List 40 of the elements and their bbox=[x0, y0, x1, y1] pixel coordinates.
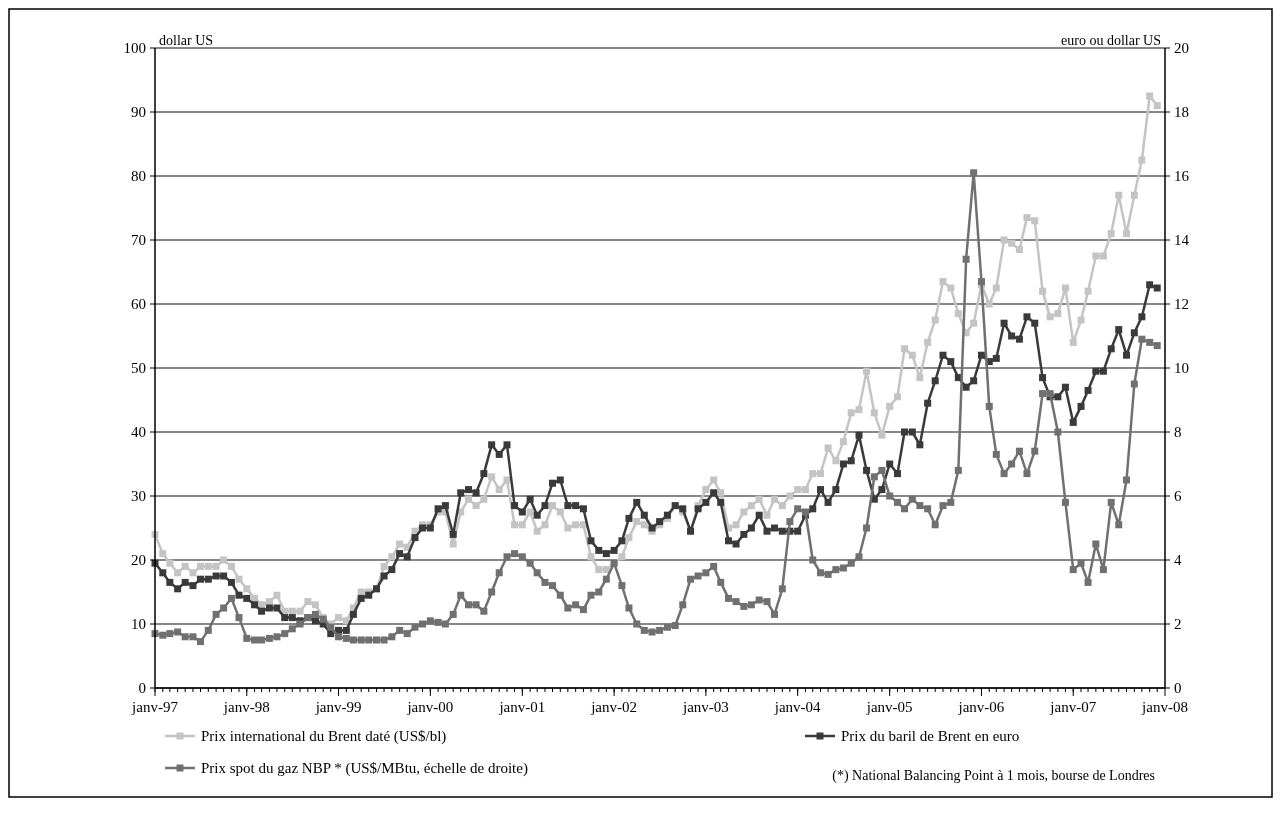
y-tick-label: 70 bbox=[131, 232, 146, 248]
y2-tick-label: 4 bbox=[1174, 552, 1182, 568]
y-axis-title: dollar US bbox=[159, 33, 214, 48]
y2-tick-label: 6 bbox=[1174, 488, 1182, 504]
x-tick-label: janv-97 bbox=[131, 699, 179, 715]
x-tick-label: janv-02 bbox=[590, 699, 638, 715]
y2-axis-title: euro ou dollar US bbox=[1061, 33, 1161, 48]
y2-tick-label: 16 bbox=[1174, 168, 1190, 184]
y-tick-label: 20 bbox=[131, 552, 146, 568]
y2-tick-label: 2 bbox=[1174, 616, 1182, 632]
x-tick-label: janv-04 bbox=[773, 699, 822, 715]
legend-label: Prix international du Brent daté (US$/bl) bbox=[201, 728, 447, 745]
x-tick-label: janv-01 bbox=[498, 699, 546, 715]
x-tick-label: janv-07 bbox=[1049, 699, 1097, 715]
x-tick-label: janv-06 bbox=[957, 699, 1005, 715]
y-tick-label: 80 bbox=[131, 168, 146, 184]
y-tick-label: 30 bbox=[131, 488, 146, 504]
y2-tick-label: 14 bbox=[1174, 232, 1190, 248]
x-tick-label: janv-00 bbox=[406, 699, 454, 715]
text: (*) National Balancing Point à 1 mois, bourse de Londres bbox=[832, 768, 1155, 784]
y-tick-label: 0 bbox=[138, 680, 146, 696]
y-tick-label: 50 bbox=[131, 360, 146, 376]
y2-tick-label: 0 bbox=[1174, 680, 1182, 696]
y-tick-label: 40 bbox=[131, 424, 146, 440]
y-tick-label: 100 bbox=[123, 40, 146, 56]
legend-label: Prix spot du gaz NBP * (US$/MBtu, échelle de droite) bbox=[201, 760, 528, 777]
y-tick-label: 10 bbox=[131, 616, 146, 632]
y2-tick-label: 10 bbox=[1174, 360, 1189, 376]
y2-tick-label: 20 bbox=[1174, 40, 1189, 56]
x-tick-label: janv-98 bbox=[222, 699, 270, 715]
y-tick-label: 60 bbox=[131, 296, 146, 312]
y2-tick-label: 8 bbox=[1174, 424, 1182, 440]
x-tick-label: janv-03 bbox=[681, 699, 729, 715]
y2-tick-label: 12 bbox=[1174, 296, 1189, 312]
x-tick-label: janv-05 bbox=[865, 699, 913, 715]
y-tick-label: 90 bbox=[131, 104, 146, 120]
x-tick-label: janv-99 bbox=[314, 699, 362, 715]
x-tick-label: janv-08 bbox=[1141, 699, 1188, 715]
y2-tick-label: 18 bbox=[1174, 104, 1189, 120]
legend-label: Prix du baril de Brent en euro bbox=[841, 728, 1020, 744]
